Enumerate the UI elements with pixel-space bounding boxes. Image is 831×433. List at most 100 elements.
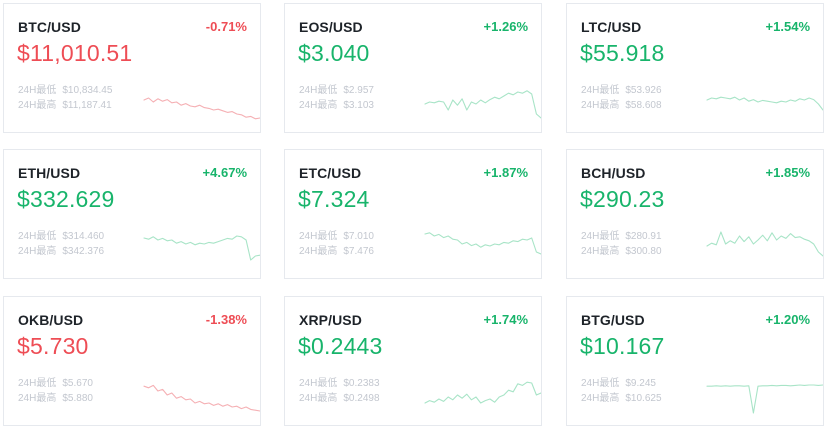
- ticker-24h-high-label: 24H最高: [299, 246, 338, 257]
- ticker-24h-high-value: $5.880: [62, 393, 93, 404]
- sparkline-path: [424, 90, 541, 119]
- ticker-sparkline: [706, 384, 823, 414]
- sparkline-path: [143, 97, 260, 120]
- ticker-24h-low: 24H最低 $2.957: [299, 81, 374, 96]
- ticker-pair: XRP/USD: [299, 312, 362, 328]
- ticker-price: $290.23: [580, 186, 665, 212]
- ticker-24h-high-label: 24H最高: [299, 100, 338, 111]
- ticker-sparkline: [143, 384, 260, 412]
- ticker-pair: OKB/USD: [18, 312, 84, 328]
- ticker-card[interactable]: OKB/USD -1.38% $5.730 24H最低 $5.670 24H最高 $5.88…: [3, 296, 261, 426]
- ticker-price: $5.730: [17, 333, 89, 359]
- ticker-24h-high: 24H最高 $11,187.41: [18, 96, 112, 111]
- ticker-sparkline: [706, 96, 823, 111]
- ticker-price: $55.918: [580, 40, 665, 66]
- ticker-24h-low-value: $0.2383: [343, 378, 380, 389]
- ticker-24h-high: 24H最高 $10.625: [581, 389, 662, 404]
- ticker-price: $7.324: [298, 186, 370, 212]
- ticker-pair: ETC/USD: [299, 165, 362, 181]
- ticker-24h-high-value: $342.376: [62, 246, 105, 257]
- ticker-24h-low-value: $9.245: [625, 378, 656, 389]
- ticker-pair: LTC/USD: [581, 19, 642, 35]
- ticker-change: +1.54%: [765, 19, 810, 34]
- ticker-24h-high-value: $0.2498: [343, 393, 380, 404]
- ticker-24h-low-value: $5.670: [62, 378, 93, 389]
- ticker-card[interactable]: ETH/USD +4.67% $332.629 24H最低 $314.460 24H最高 $…: [3, 149, 261, 279]
- sparkline-path: [424, 232, 541, 255]
- ticker-24h-low-label: 24H最低: [299, 231, 338, 242]
- ticker-24h-low: 24H最低 $280.91: [581, 227, 662, 242]
- ticker-24h-high: 24H最高 $58.608: [581, 96, 662, 111]
- ticker-24h-low-value: $53.926: [625, 85, 662, 96]
- ticker-price: $11,010.51: [17, 40, 133, 66]
- ticker-change: +1.20%: [765, 312, 810, 327]
- sparkline-path: [706, 231, 823, 257]
- ticker-24h-high: 24H最高 $3.103: [299, 96, 374, 111]
- ticker-24h-high-label: 24H最高: [18, 100, 57, 111]
- ticker-24h-high-value: $10.625: [625, 393, 662, 404]
- ticker-24h-high-value: $58.608: [625, 100, 662, 111]
- ticker-sparkline: [706, 231, 823, 257]
- ticker-24h-low-label: 24H最低: [299, 85, 338, 96]
- ticker-card[interactable]: BTC/USD -0.71% $11,010.51 24H最低 $10,834.45 24…: [3, 3, 261, 133]
- sparkline-path: [424, 381, 541, 404]
- ticker-card[interactable]: BCH/USD +1.85% $290.23 24H最低 $280.91 24H最高 $30…: [566, 149, 824, 279]
- ticker-24h-high-label: 24H最高: [581, 246, 620, 257]
- ticker-change: +1.26%: [483, 19, 528, 34]
- sparkline-path: [706, 96, 823, 111]
- ticker-sparkline: [424, 232, 541, 255]
- ticker-change: -0.71%: [205, 19, 247, 34]
- ticker-sparkline: [424, 90, 541, 119]
- ticker-24h-high: 24H最高 $5.880: [18, 389, 93, 404]
- ticker-card[interactable]: XRP/USD +1.74% $0.2443 24H最低 $0.2383 24H最高 $0.…: [284, 296, 542, 426]
- ticker-24h-low-value: $314.460: [62, 231, 105, 242]
- ticker-card[interactable]: EOS/USD +1.26% $3.040 24H最低 $2.957 24H最高 $3.10…: [284, 3, 542, 133]
- ticker-24h-high-value: $3.103: [343, 100, 374, 111]
- ticker-24h-high-label: 24H最高: [18, 393, 57, 404]
- ticker-change: +1.85%: [765, 165, 810, 180]
- sparkline-path: [706, 384, 823, 414]
- ticker-24h-low-label: 24H最低: [18, 85, 57, 96]
- ticker-pair: BTG/USD: [581, 312, 645, 328]
- ticker-pair: ETH/USD: [18, 165, 81, 181]
- ticker-24h-high-label: 24H最高: [581, 393, 620, 404]
- ticker-24h-high-value: $7.476: [343, 246, 374, 257]
- ticker-change: +4.67%: [202, 165, 247, 180]
- ticker-change: +1.87%: [483, 165, 528, 180]
- ticker-24h-high-label: 24H最高: [581, 100, 620, 111]
- ticker-24h-low: 24H最低 $53.926: [581, 81, 662, 96]
- ticker-24h-low: 24H最低 $314.460: [18, 227, 104, 242]
- ticker-24h-low-value: $2.957: [343, 85, 374, 96]
- ticker-24h-low-label: 24H最低: [581, 85, 620, 96]
- ticker-price: $3.040: [298, 40, 370, 66]
- ticker-24h-low-label: 24H最低: [299, 378, 338, 389]
- ticker-card[interactable]: LTC/USD +1.54% $55.918 24H最低 $53.926 24H最高 $58…: [566, 3, 824, 133]
- ticker-24h-high-label: 24H最高: [18, 246, 57, 257]
- ticker-pair: EOS/USD: [299, 19, 363, 35]
- ticker-24h-low-value: $7.010: [343, 231, 374, 242]
- ticker-24h-low: 24H最低 $0.2383: [299, 374, 380, 389]
- ticker-sparkline: [143, 235, 260, 261]
- ticker-24h-low: 24H最低 $5.670: [18, 374, 93, 389]
- ticker-24h-low-label: 24H最低: [18, 378, 57, 389]
- ticker-price: $332.629: [17, 186, 115, 212]
- ticker-24h-low-value: $10,834.45: [62, 85, 113, 96]
- ticker-24h-low-value: $280.91: [625, 231, 662, 242]
- ticker-change: +1.74%: [483, 312, 528, 327]
- ticker-24h-high-label: 24H最高: [299, 393, 338, 404]
- ticker-24h-low-label: 24H最低: [18, 231, 57, 242]
- sparkline-path: [143, 235, 260, 261]
- ticker-pair: BCH/USD: [581, 165, 646, 181]
- ticker-24h-low: 24H最低 $10,834.45: [18, 81, 112, 96]
- ticker-24h-high: 24H最高 $7.476: [299, 242, 374, 257]
- ticker-card[interactable]: ETC/USD +1.87% $7.324 24H最低 $7.010 24H最高 $7.47…: [284, 149, 542, 279]
- ticker-24h-high-value: $11,187.41: [62, 100, 112, 111]
- ticker-card[interactable]: BTG/USD +1.20% $10.167 24H最低 $9.245 24H最高 $10.…: [566, 296, 824, 426]
- ticker-24h-high: 24H最高 $300.80: [581, 242, 662, 257]
- ticker-sparkline: [143, 97, 260, 120]
- ticker-24h-low: 24H最低 $9.245: [581, 374, 656, 389]
- ticker-sparkline: [424, 381, 541, 404]
- ticker-24h-high-value: $300.80: [625, 246, 662, 257]
- ticker-price: $10.167: [580, 333, 665, 359]
